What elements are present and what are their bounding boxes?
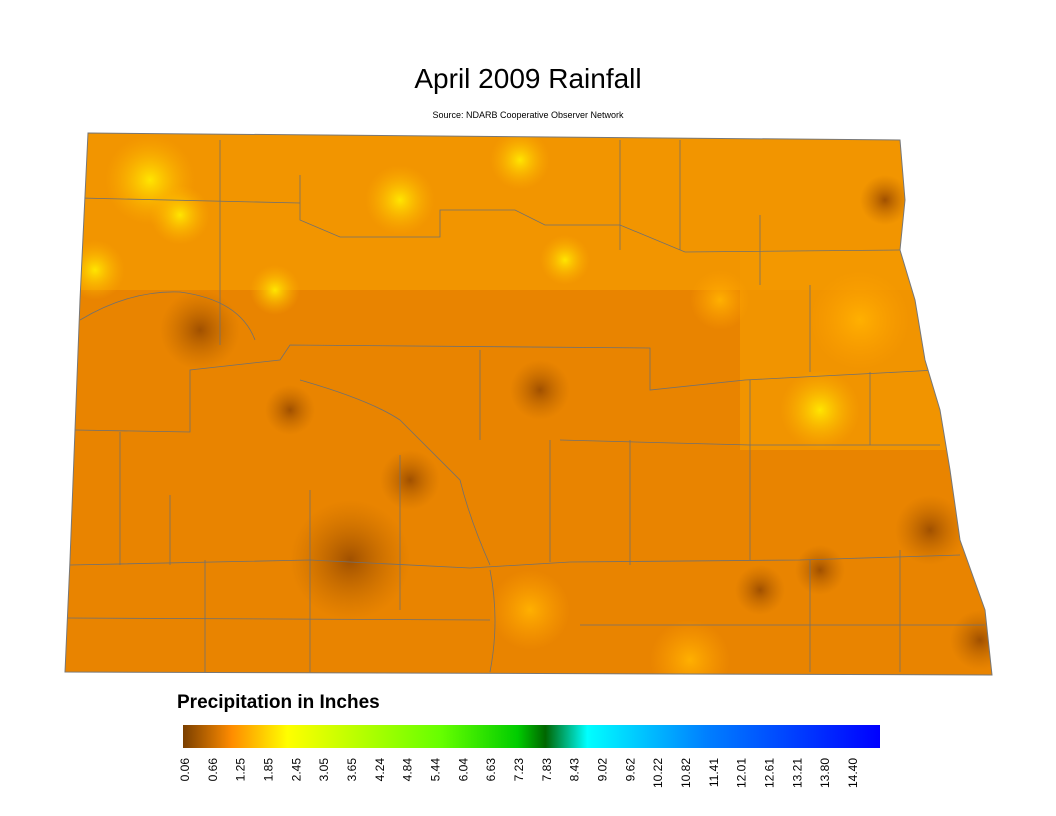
legend-tick-label: 12.01 — [735, 758, 749, 788]
legend-tick-label: 4.24 — [373, 758, 387, 782]
legend-tick-label: 0.06 — [178, 758, 192, 782]
legend-tick-label: 0.66 — [206, 758, 220, 782]
county-lines — [65, 140, 985, 673]
legend-tick-label: 8.43 — [568, 758, 582, 782]
legend-tick-label: 6.04 — [456, 758, 470, 782]
legend-tick-label: 7.83 — [540, 758, 554, 782]
legend-tick-label: 9.62 — [623, 758, 637, 782]
legend-tick-label: 2.45 — [289, 758, 303, 782]
legend-tick-label: 5.44 — [429, 758, 443, 782]
legend-title: Precipitation in Inches — [177, 692, 380, 713]
legend-ticks: 0.06 0.66 1.25 1.85 2.45 3.05 3.65 4.24 4.84 5.44… — [178, 758, 860, 788]
rainfall-map — [65, 133, 992, 675]
legend-tick-label: 9.02 — [596, 758, 610, 782]
source: Source: NDARB Cooperative Observer Netwo… — [432, 110, 624, 120]
legend-tick-label: 3.05 — [317, 758, 331, 782]
legend-tick-label: 6.63 — [484, 758, 498, 782]
legend-tick-label: 1.25 — [234, 758, 248, 782]
legend-tick-label: 12.61 — [763, 758, 777, 788]
legend-tick-label: 10.22 — [651, 758, 665, 788]
legend-tick-label: 7.23 — [512, 758, 526, 782]
title: April 2009 Rainfall — [414, 63, 641, 94]
color-bar — [183, 725, 880, 748]
legend-tick-label: 14.40 — [846, 758, 860, 788]
legend-tick-label: 10.82 — [679, 758, 693, 788]
legend-tick-label: 1.85 — [262, 758, 276, 782]
legend-tick-label: 13.80 — [818, 758, 832, 788]
legend-tick-label: 4.84 — [401, 758, 415, 782]
legend-tick-label: 13.21 — [790, 758, 804, 788]
legend-tick-label: 3.65 — [345, 758, 359, 782]
legend-tick-label: 11.41 — [707, 758, 721, 787]
